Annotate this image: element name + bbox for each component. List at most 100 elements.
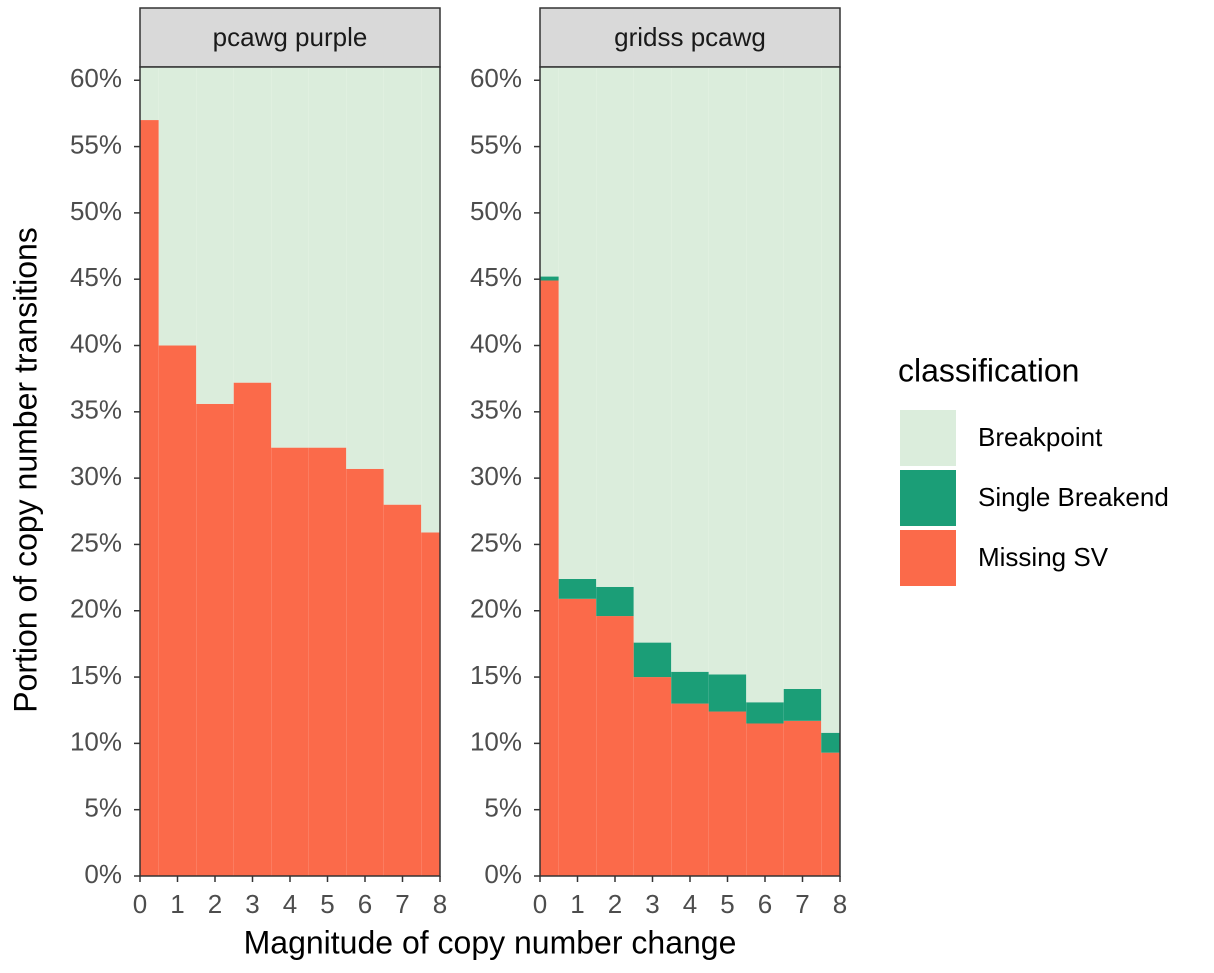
y-tick-label: 45%	[70, 262, 122, 292]
y-tick-label: 30%	[70, 461, 122, 491]
bar	[308, 447, 347, 876]
bar	[421, 67, 440, 533]
x-tick-label: 7	[795, 889, 809, 919]
legend-label: Breakpoint	[978, 422, 1103, 452]
bar	[346, 67, 384, 469]
y-tick-label: 15%	[70, 660, 122, 690]
y-tick-label: 55%	[70, 129, 122, 159]
y-tick-label: 60%	[70, 63, 122, 93]
bar	[671, 671, 709, 704]
bar	[140, 67, 159, 121]
bar	[596, 67, 634, 587]
y-tick-label: 50%	[470, 196, 522, 226]
bar	[158, 345, 197, 876]
y-tick-label: 10%	[70, 726, 122, 756]
legend-label: Missing SV	[978, 542, 1109, 572]
strip	[539, 7, 841, 68]
bar	[383, 504, 422, 876]
bar	[233, 67, 272, 383]
y-tick-label: 45%	[470, 262, 522, 292]
bar	[708, 711, 747, 876]
legend-key	[900, 410, 956, 466]
x-axis-label: Magnitude of copy number change	[244, 924, 737, 960]
bar	[746, 702, 784, 724]
y-tick-label: 25%	[470, 527, 522, 557]
strip	[139, 7, 441, 68]
bar	[671, 703, 709, 876]
bar	[271, 447, 309, 876]
x-tick-label: 4	[283, 889, 297, 919]
bar	[708, 674, 747, 712]
x-tick-label: 3	[245, 889, 259, 919]
strip-title: gridss pcawg	[614, 22, 766, 52]
plot-area	[540, 67, 840, 876]
y-tick-label: 35%	[470, 395, 522, 425]
x-tick-label: 2	[208, 889, 222, 919]
y-tick-label: 5%	[484, 793, 522, 823]
bar	[271, 67, 309, 448]
x-tick-label: 5	[320, 889, 334, 919]
x-tick-label: 8	[433, 889, 447, 919]
y-tick-label: 55%	[470, 129, 522, 159]
y-tick-label: 15%	[470, 660, 522, 690]
bar	[821, 752, 840, 876]
x-tick-label: 0	[533, 889, 547, 919]
bar	[821, 67, 840, 733]
bar	[540, 67, 559, 277]
strip-title: pcawg purple	[213, 22, 368, 52]
bar	[540, 276, 559, 281]
bar	[196, 403, 234, 876]
bar	[158, 67, 197, 346]
bar	[596, 616, 634, 876]
x-tick-label: 1	[570, 889, 584, 919]
y-tick-label: 25%	[70, 527, 122, 557]
y-tick-label: 0%	[84, 859, 122, 889]
x-tick-label: 5	[720, 889, 734, 919]
bar	[558, 578, 597, 599]
bar	[558, 67, 597, 579]
legend-label: Single Breakend	[978, 482, 1169, 512]
y-tick-label: 20%	[470, 594, 522, 624]
y-tick-label: 30%	[470, 461, 522, 491]
y-tick-label: 35%	[70, 395, 122, 425]
x-tick-label: 8	[833, 889, 847, 919]
x-tick-label: 4	[683, 889, 697, 919]
y-axis-label: Portion of copy number transitions	[7, 227, 43, 713]
bar	[671, 67, 709, 672]
y-tick-label: 50%	[70, 196, 122, 226]
x-tick-label: 2	[608, 889, 622, 919]
legend-title: classification	[898, 352, 1079, 388]
x-tick-label: 6	[758, 889, 772, 919]
bar	[233, 382, 272, 876]
x-tick-label: 0	[133, 889, 147, 919]
bar	[346, 468, 384, 876]
bar	[633, 67, 672, 643]
bar	[783, 720, 822, 876]
bar	[596, 586, 634, 617]
bar	[821, 732, 840, 753]
legend-key	[900, 470, 956, 526]
y-tick-label: 0%	[484, 859, 522, 889]
bar	[783, 689, 822, 721]
y-tick-label: 40%	[70, 328, 122, 358]
bar	[540, 280, 559, 876]
legend-key	[900, 530, 956, 586]
y-tick-label: 60%	[470, 63, 522, 93]
bar	[196, 67, 234, 404]
bar	[708, 67, 747, 675]
bar	[783, 67, 822, 690]
x-tick-label: 6	[358, 889, 372, 919]
bar	[633, 642, 672, 678]
bar	[746, 67, 784, 703]
bar	[746, 723, 784, 876]
bar	[421, 532, 440, 876]
bar	[308, 67, 347, 448]
x-tick-label: 1	[170, 889, 184, 919]
y-tick-label: 5%	[84, 793, 122, 823]
plot-area	[140, 67, 440, 876]
bar	[558, 598, 597, 876]
x-tick-label: 7	[395, 889, 409, 919]
x-tick-label: 3	[645, 889, 659, 919]
bar	[140, 120, 159, 876]
